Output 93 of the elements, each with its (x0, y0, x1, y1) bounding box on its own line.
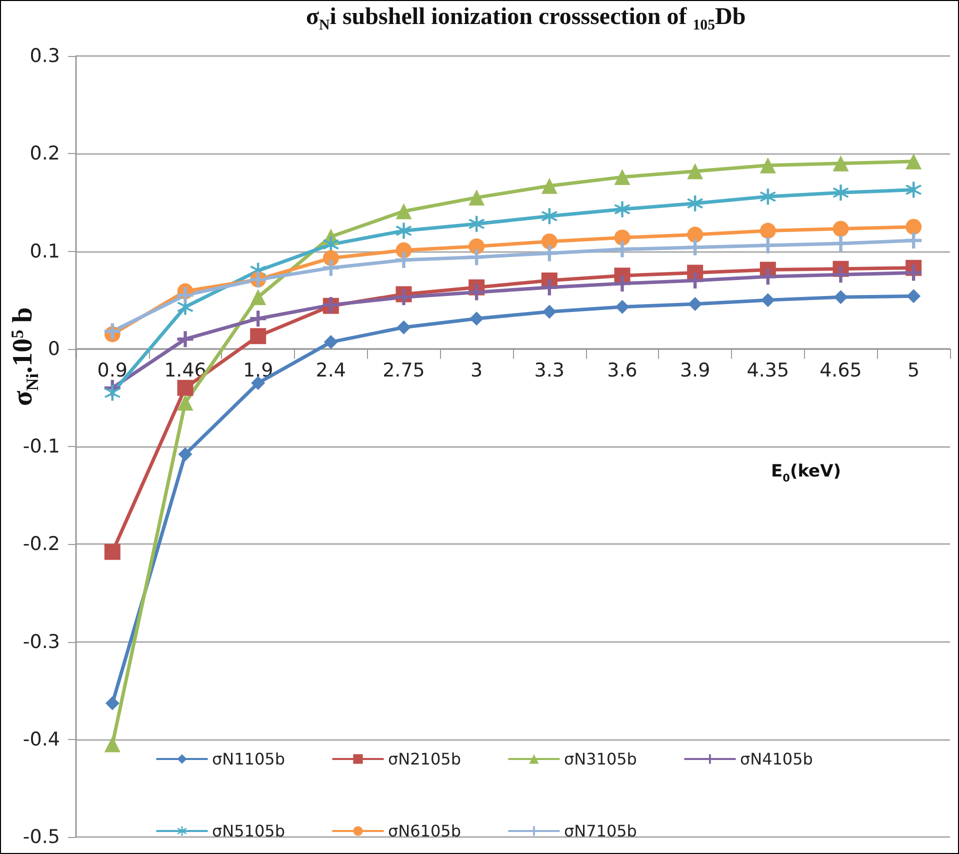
point (468, 284, 485, 300)
point (104, 384, 120, 401)
x-tick-label: 3.6 (607, 359, 638, 382)
point (468, 249, 485, 266)
point (250, 310, 266, 327)
point (104, 544, 120, 560)
point (614, 275, 630, 292)
point (906, 264, 922, 281)
x-tick-label: 3.3 (534, 359, 565, 382)
point (322, 260, 339, 276)
point (177, 380, 194, 396)
point (687, 163, 704, 180)
x-tick-label: 0.9 (97, 359, 128, 382)
legend-label: σN5105b (212, 822, 285, 840)
y-tick-label: -0.4 (22, 728, 60, 750)
y-axis-title: σNi.105 b (8, 307, 42, 406)
point (468, 238, 485, 254)
point (178, 447, 192, 462)
point (832, 220, 849, 237)
point (468, 190, 485, 206)
point (396, 289, 412, 306)
point (396, 320, 411, 334)
point (250, 328, 266, 344)
point (760, 293, 775, 308)
legend-label: σN2105b (388, 750, 461, 768)
point (906, 218, 922, 235)
point (906, 289, 921, 304)
point (832, 155, 849, 172)
x-tick-label: 3.9 (680, 359, 710, 382)
point (322, 250, 339, 266)
point (396, 252, 412, 268)
point (470, 312, 484, 326)
legend-label: σN4105b (740, 750, 813, 768)
point (832, 235, 849, 252)
point (688, 296, 702, 311)
y-tick-label: -0.1 (22, 436, 60, 458)
point (614, 169, 630, 186)
y-tick-label: 0.3 (30, 45, 60, 67)
x-tick-label: 2.75 (382, 359, 425, 382)
point (760, 237, 776, 254)
point (687, 272, 704, 289)
point (542, 304, 556, 319)
point (760, 188, 776, 205)
point (687, 226, 704, 243)
point (177, 287, 194, 304)
legend-label: σN6105b (388, 822, 461, 840)
x-tick-label: 2.4 (316, 359, 346, 382)
legend-label: σN3105b (564, 750, 637, 768)
y-tick-label: -0.2 (22, 533, 60, 556)
legend-label: σN1105b (212, 750, 285, 768)
point (251, 376, 266, 390)
point (396, 203, 412, 220)
point (322, 236, 339, 252)
point (614, 230, 630, 246)
point (541, 245, 558, 262)
y-tick-label: 0 (48, 338, 60, 360)
point (832, 184, 849, 201)
point (396, 222, 412, 239)
point (615, 300, 630, 314)
point (541, 208, 558, 224)
point (906, 153, 922, 170)
point (906, 232, 922, 249)
point (250, 289, 266, 306)
point (541, 233, 558, 250)
y-tick-label: 0.2 (30, 142, 60, 165)
point (687, 195, 704, 212)
point (832, 266, 849, 283)
point (104, 323, 120, 340)
point (760, 222, 776, 239)
x-tick-label: 1.9 (242, 359, 274, 382)
point (760, 268, 776, 285)
point (104, 736, 120, 752)
point (324, 335, 338, 350)
y-tick-label: 0.1 (30, 240, 60, 262)
point (541, 178, 558, 194)
x-tick-label: 3 (470, 359, 483, 382)
point (105, 696, 120, 710)
x-tick-label: 4.35 (746, 359, 790, 382)
y-tick-label: -0.3 (22, 630, 60, 653)
point (614, 201, 630, 218)
point (177, 394, 194, 411)
point (614, 241, 630, 258)
x-tick-label: 5 (908, 359, 920, 382)
point (687, 239, 704, 256)
point (834, 290, 848, 304)
x-tick-label: 4.65 (820, 359, 862, 382)
point (541, 279, 558, 296)
point (468, 216, 485, 232)
point (760, 157, 776, 174)
point (177, 331, 194, 348)
point (906, 182, 922, 198)
legend-label: σN7105b (564, 822, 637, 840)
y-tick-label: -0.5 (22, 826, 60, 848)
